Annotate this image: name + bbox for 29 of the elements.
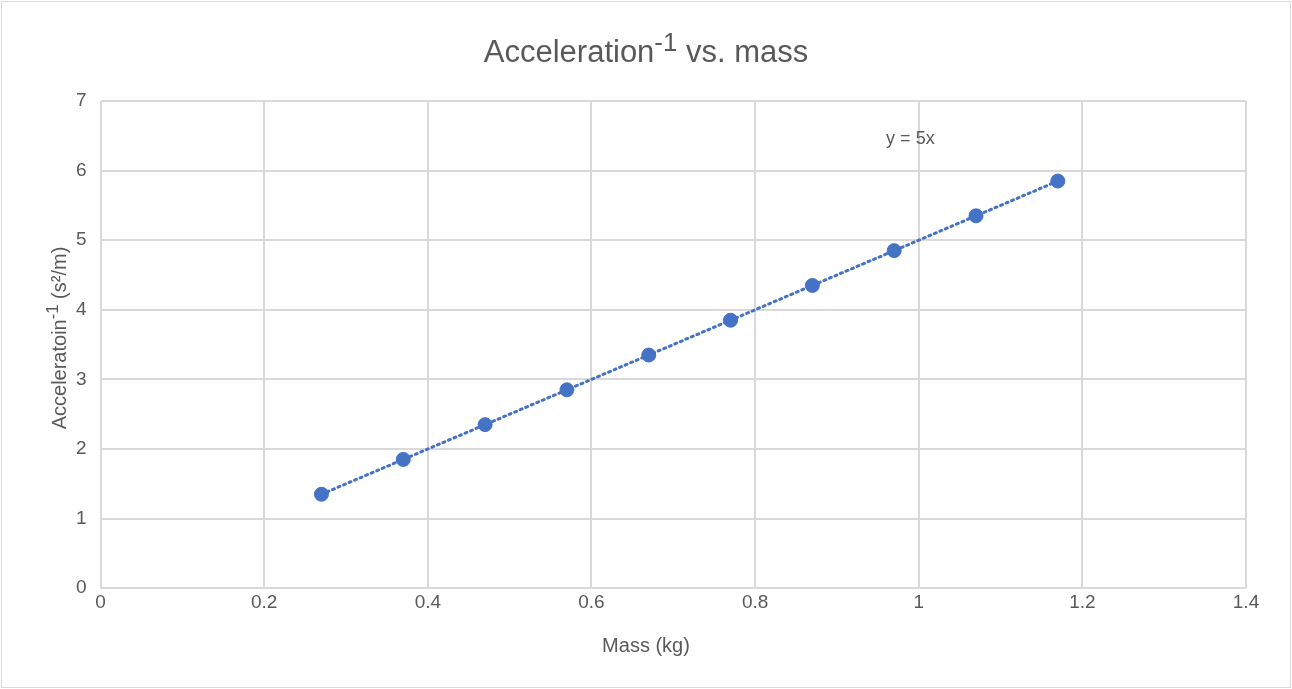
x-tick-label: 0.2 — [250, 590, 278, 612]
y-tick-label: 7 — [75, 89, 87, 111]
y-tick-label: 3 — [75, 367, 87, 389]
x-tick-label: 0 — [95, 590, 106, 612]
y-tick-label: 2 — [75, 437, 87, 459]
point — [313, 486, 329, 502]
point — [395, 451, 411, 467]
chart-title: Acceleration$^{-1}$ vs. mass — [482, 28, 810, 71]
y-tick-label: 0 — [75, 576, 87, 598]
point — [641, 347, 657, 363]
point — [968, 208, 984, 224]
point — [886, 243, 902, 259]
point — [559, 382, 575, 398]
annotation: y = 5x — [886, 128, 935, 149]
x-tick-label: 1 — [913, 590, 925, 612]
y-tick-label: 4 — [75, 298, 87, 320]
x-tick-label: 0.6 — [578, 590, 605, 612]
x-tick-label: 1.2 — [1069, 590, 1096, 612]
x-tick-label: 0.4 — [414, 590, 442, 612]
x-axis-title: Mass (kg) — [601, 634, 691, 657]
x-tick-label: 0.8 — [741, 590, 769, 612]
point — [1050, 173, 1066, 189]
x-tick-label: 1.4 — [1232, 590, 1260, 612]
point — [723, 312, 739, 328]
point — [477, 417, 493, 433]
point — [804, 277, 820, 293]
y-tick-label: 1 — [75, 506, 87, 528]
y-tick-label: 6 — [75, 158, 87, 180]
y-tick-label: 5 — [75, 228, 87, 250]
